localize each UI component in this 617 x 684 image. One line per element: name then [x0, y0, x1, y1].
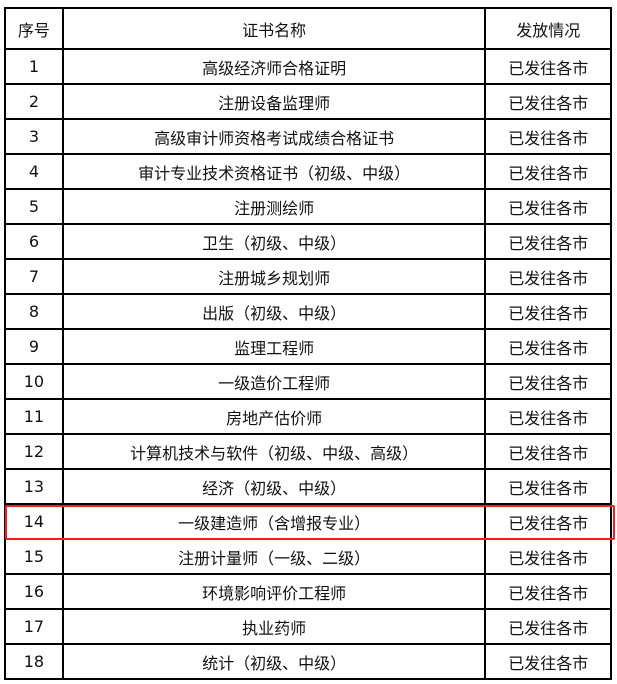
- row-number: 13: [4, 468, 64, 505]
- status: 已发往各市: [484, 643, 612, 680]
- certificate-name: 注册计量师（一级、二级）: [61, 538, 487, 575]
- row-number: 12: [4, 433, 64, 470]
- row-number: 15: [4, 538, 64, 575]
- row-number: 14: [4, 503, 64, 540]
- header-row: 序号 证书名称 发放情况: [4, 7, 612, 50]
- row-number: 10: [4, 363, 64, 400]
- table-row: 18 统计（初级、中级） 已发往各市: [4, 643, 612, 680]
- row-number: 11: [4, 398, 64, 435]
- table-row: 10 一级造价工程师 已发往各市: [4, 363, 612, 400]
- table-row: 4 审计专业技术资格证书（初级、中级） 已发往各市: [4, 153, 612, 190]
- certificate-name: 高级审计师资格考试成绩合格证书: [61, 118, 487, 155]
- table-row: 3 高级审计师资格考试成绩合格证书 已发往各市: [4, 118, 612, 155]
- certificate-name: 注册设备监理师: [61, 83, 487, 120]
- certificate-name: 注册城乡规划师: [61, 258, 487, 295]
- status: 已发往各市: [484, 363, 612, 400]
- certificate-name: 环境影响评价工程师: [61, 573, 487, 610]
- certificate-name: 经济（初级、中级）: [61, 468, 487, 505]
- certificate-name: 一级造价工程师: [61, 363, 487, 400]
- status: 已发往各市: [484, 153, 612, 190]
- certificate-name: 高级经济师合格证明: [61, 48, 487, 85]
- status: 已发往各市: [484, 188, 612, 225]
- row-number: 6: [4, 223, 64, 260]
- row-number: 9: [4, 328, 64, 365]
- status: 已发往各市: [484, 573, 612, 610]
- status: 已发往各市: [484, 83, 612, 120]
- table-row: 17 执业药师 已发往各市: [4, 608, 612, 645]
- certificate-name: 审计专业技术资格证书（初级、中级）: [61, 153, 487, 190]
- certificate-name: 出版（初级、中级）: [61, 293, 487, 330]
- status: 已发往各市: [484, 433, 612, 470]
- status: 已发往各市: [484, 328, 612, 365]
- status: 已发往各市: [484, 118, 612, 155]
- certificate-name: 注册测绘师: [61, 188, 487, 225]
- certificate-table: 序号 证书名称 发放情况 1 高级经济师合格证明 已发往各市 2 注册设备监理师 已发往各…: [4, 7, 612, 680]
- row-number: 16: [4, 573, 64, 610]
- table-row: 12 计算机技术与软件（初级、中级、高级） 已发往各市: [4, 433, 612, 470]
- table-row: 15 注册计量师（一级、二级） 已发往各市: [4, 538, 612, 575]
- row-number: 2: [4, 83, 64, 120]
- row-number: 3: [4, 118, 64, 155]
- table-row: 1 高级经济师合格证明 已发往各市: [4, 48, 612, 85]
- header-status: 发放情况: [484, 7, 612, 50]
- row-number: 1: [4, 48, 64, 85]
- table-row: 14 一级建造师（含增报专业） 已发往各市: [4, 503, 612, 540]
- certificate-name: 执业药师: [61, 608, 487, 645]
- table-row: 11 房地产估价师 已发往各市: [4, 398, 612, 435]
- table-row: 13 经济（初级、中级） 已发往各市: [4, 468, 612, 505]
- row-number: 7: [4, 258, 64, 295]
- table-row: 5 注册测绘师 已发往各市: [4, 188, 612, 225]
- certificate-name: 一级建造师（含增报专业）: [61, 503, 487, 540]
- header-certificate-name: 证书名称: [61, 7, 487, 50]
- status: 已发往各市: [484, 503, 612, 540]
- table-row: 7 注册城乡规划师 已发往各市: [4, 258, 612, 295]
- status: 已发往各市: [484, 48, 612, 85]
- header-number: 序号: [4, 7, 64, 50]
- certificate-name: 卫生（初级、中级）: [61, 223, 487, 260]
- table-row: 2 注册设备监理师 已发往各市: [4, 83, 612, 120]
- status: 已发往各市: [484, 258, 612, 295]
- status: 已发往各市: [484, 608, 612, 645]
- status: 已发往各市: [484, 398, 612, 435]
- certificate-name: 统计（初级、中级）: [61, 643, 487, 680]
- status: 已发往各市: [484, 468, 612, 505]
- table-row: 8 出版（初级、中级） 已发往各市: [4, 293, 612, 330]
- table-row: 9 监理工程师 已发往各市: [4, 328, 612, 365]
- row-number: 5: [4, 188, 64, 225]
- status: 已发往各市: [484, 538, 612, 575]
- certificate-name: 房地产估价师: [61, 398, 487, 435]
- row-number: 8: [4, 293, 64, 330]
- table-row: 16 环境影响评价工程师 已发往各市: [4, 573, 612, 610]
- status: 已发往各市: [484, 223, 612, 260]
- certificate-name: 监理工程师: [61, 328, 487, 365]
- row-number: 17: [4, 608, 64, 645]
- status: 已发往各市: [484, 293, 612, 330]
- table-row: 6 卫生（初级、中级） 已发往各市: [4, 223, 612, 260]
- row-number: 4: [4, 153, 64, 190]
- row-number: 18: [4, 643, 64, 680]
- certificate-name: 计算机技术与软件（初级、中级、高级）: [61, 433, 487, 470]
